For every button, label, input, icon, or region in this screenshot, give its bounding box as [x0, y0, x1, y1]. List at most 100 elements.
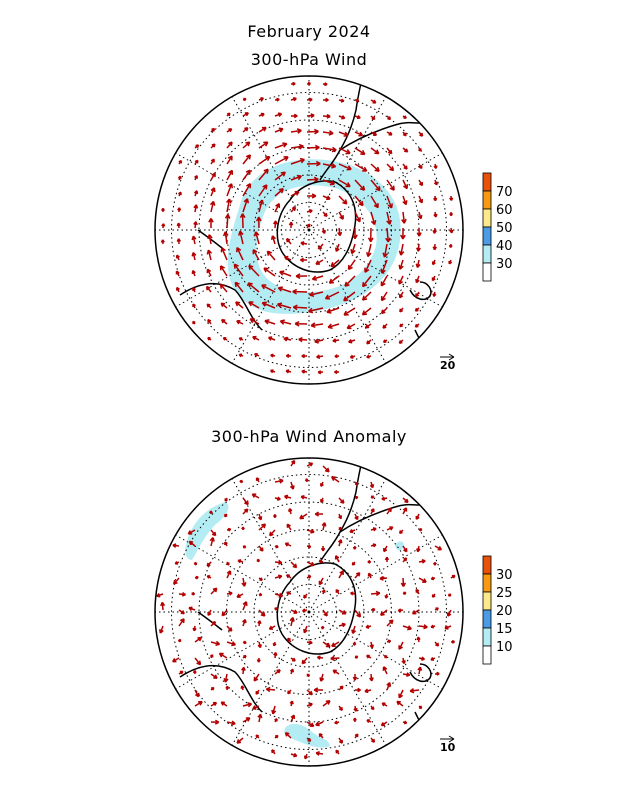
wind-vector-arrow: [318, 732, 324, 739]
wind-vector-arrow: [175, 286, 180, 293]
colorbar-box-10: [482, 627, 492, 647]
wind-vector-arrow: [386, 115, 392, 121]
wind-vector-arrow: [306, 702, 313, 707]
wind-vector-arrow: [402, 557, 408, 563]
wind-vector-arrow: [210, 701, 218, 707]
wind-vector-arrow: [303, 593, 308, 599]
wind-vector-arrow: [415, 588, 420, 595]
meridian-line: [308, 534, 443, 613]
wind-vector-arrow: [286, 637, 292, 643]
wind-vector-arrow: [322, 609, 328, 617]
wind-vector-arrow: [290, 96, 297, 102]
wind-vector-arrow: [433, 163, 438, 169]
wind-vector-arrow: [274, 496, 281, 501]
wind-vector-arrow: [207, 234, 213, 245]
wind-vector-arrow: [238, 353, 244, 358]
wind-vector-arrow: [226, 641, 236, 647]
wind-vector-arrow: [396, 700, 404, 707]
wind-vector-arrow: [290, 752, 298, 758]
wind-vector-arrow: [400, 227, 406, 240]
wind-vector-arrow: [224, 497, 228, 502]
wind-vector-arrow: [334, 354, 340, 359]
wind-vector-arrow: [399, 323, 404, 328]
wind-vector-arrow: [239, 213, 246, 229]
wind-vector-arrow: [242, 601, 248, 611]
wind-vector-arrow: [398, 689, 404, 699]
wind-vector-arrow: [283, 336, 292, 342]
wind-vector-arrow: [269, 529, 276, 537]
wind-vector-arrow: [258, 97, 265, 102]
wind-vector-arrow: [430, 657, 436, 661]
wind-vector-arrow: [367, 227, 374, 243]
wind-vector-arrow: [283, 494, 292, 500]
wind-vector-arrow: [418, 656, 426, 661]
meridian-line: [308, 229, 387, 364]
wind-vector-arrow: [320, 481, 324, 487]
wind-vector-arrow: [242, 154, 252, 165]
wind-vector-arrow: [380, 275, 388, 287]
wind-vector-arrow: [303, 625, 308, 634]
reference-vector: 10: [440, 735, 456, 754]
wind-vector-arrow: [385, 227, 391, 243]
wind-vector-arrow: [379, 575, 388, 581]
wind-vector-arrow: [450, 574, 456, 579]
wind-vector-arrow: [191, 235, 197, 245]
wind-vector-arrow: [226, 527, 232, 532]
wind-vector-arrow: [431, 259, 436, 266]
wind-vector-arrow: [418, 624, 428, 630]
wind-vector-arrow: [252, 335, 260, 341]
wind-vector-arrow: [159, 625, 164, 634]
wind-vector-arrow: [448, 259, 453, 265]
wind-vector-arrow: [302, 608, 308, 613]
colorbar-box-30: [482, 244, 492, 264]
wind-vector-arrow: [431, 275, 436, 282]
wind-vector-arrow: [288, 221, 294, 229]
wind-vector-arrow: [178, 159, 183, 165]
wind-vector-arrow: [235, 301, 244, 309]
wind-vector-arrow: [432, 227, 437, 234]
wind-vector-arrow: [274, 202, 281, 213]
wind-vector-arrow: [444, 625, 452, 630]
wind-vector-arrow: [311, 275, 324, 281]
wind-vector-arrow: [417, 211, 423, 220]
wind-vector-arrow: [306, 561, 315, 567]
wind-vector-arrow: [386, 163, 395, 172]
wind-vector-arrow: [209, 537, 215, 547]
wind-vector-arrow: [272, 513, 277, 519]
wind-vector-arrow: [370, 527, 377, 532]
wind-vector-arrow: [205, 285, 212, 293]
wind-vector-arrow: [242, 508, 249, 515]
wind-vector-arrow: [418, 705, 423, 710]
wind-vector-arrow: [258, 184, 268, 197]
wind-vector-arrow: [352, 545, 357, 550]
wind-vector-arrow: [418, 179, 424, 187]
wind-vector-arrow: [414, 323, 420, 328]
wind-vector-arrow: [298, 336, 308, 343]
meridian-line: [175, 611, 310, 690]
wind-vector-arrow: [207, 336, 212, 341]
wind-vector-arrow: [370, 131, 378, 136]
wind-vector-arrow: [386, 147, 393, 155]
wind-vector-arrow: [242, 640, 247, 645]
wind-vector-arrow: [415, 513, 420, 520]
wind-vector-arrow: [284, 731, 292, 739]
wind-vector-arrow: [380, 259, 388, 274]
wind-vector-arrow: [283, 255, 292, 261]
latitude-circle: [171, 474, 447, 750]
colorbar-label: 30: [496, 257, 513, 272]
wind-vector-arrow: [343, 291, 356, 302]
wind-vector-arrow: [337, 227, 343, 237]
wind-vector-arrow: [322, 211, 328, 218]
wind-vector-arrow: [331, 641, 340, 648]
wind-vector-arrow: [398, 291, 404, 299]
wind-vector-arrow: [337, 539, 343, 547]
wind-vector-arrow: [194, 575, 199, 580]
wind-vector-arrow: [258, 545, 264, 552]
colorbar-label: 15: [496, 622, 513, 637]
wind-vector-arrow: [175, 270, 180, 277]
wind-vector-arrow: [418, 195, 424, 204]
colorbar-box-25: [482, 573, 492, 593]
wind-vector-arrow: [370, 195, 379, 209]
wind-vector-arrow: [343, 307, 356, 316]
